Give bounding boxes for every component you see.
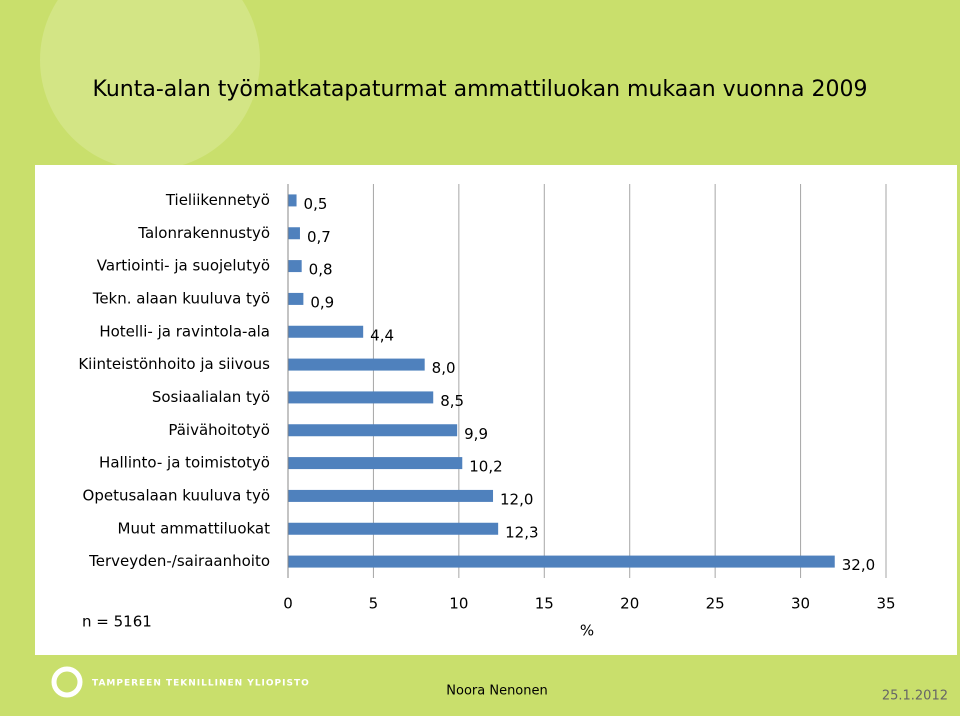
value-label: 12,0 — [500, 490, 533, 508]
y-tick-label: Sosiaalialan työ — [152, 388, 270, 406]
bar — [288, 555, 835, 568]
y-tick-label: Terveyden-/sairaanhoito — [88, 552, 270, 570]
value-label: 4,4 — [370, 326, 394, 344]
x-tick-label: 0 — [283, 595, 293, 613]
logo: TAMPEREEN TEKNILLINEN YLIOPISTO — [51, 666, 310, 698]
value-label: 0,5 — [304, 195, 328, 213]
bar — [288, 457, 463, 470]
bar — [288, 358, 425, 371]
x-tick-label: 10 — [449, 595, 468, 613]
y-tick-label: Hallinto- ja toimistotyö — [99, 454, 270, 472]
date: 25.1.2012 — [882, 689, 948, 704]
y-tick-label: Hotelli- ja ravintola-ala — [99, 322, 270, 340]
x-tick-label: 5 — [369, 595, 379, 613]
value-label: 0,9 — [310, 293, 334, 311]
value-label: 0,7 — [307, 228, 331, 246]
title: Kunta-alan työmatkatapaturmat ammattiluo… — [93, 77, 868, 102]
gear-decoration — [40, 0, 260, 170]
y-tick-label: Talonrakennustyö — [137, 224, 270, 242]
y-tick-label: Tekn. alaan kuuluva työ — [92, 289, 270, 307]
x-tick-label: 15 — [535, 595, 554, 613]
logo-mark — [51, 666, 83, 698]
value-label: 10,2 — [469, 458, 502, 476]
author: Noora Nenonen — [446, 684, 547, 699]
content-area — [35, 165, 957, 655]
x-axis-label: % — [580, 622, 594, 640]
x-tick-label: 35 — [876, 595, 895, 613]
y-tick-label: Kiinteistönhoito ja siivous — [78, 355, 270, 373]
bar — [288, 260, 302, 273]
x-tick-label: 30 — [791, 595, 810, 613]
value-label: 12,3 — [505, 523, 538, 541]
x-tick-label: 20 — [620, 595, 639, 613]
bar — [288, 391, 434, 404]
bar — [288, 227, 300, 240]
value-label: 8,5 — [440, 392, 464, 410]
value-label: 0,8 — [309, 261, 333, 279]
bar — [288, 424, 458, 437]
logo-text: TAMPEREEN TEKNILLINEN YLIOPISTO — [92, 679, 310, 689]
y-tick-label: Tieliikennetyö — [165, 191, 270, 209]
note: n = 5161 — [82, 613, 152, 631]
y-tick-label: Vartiointi- ja suojelutyö — [97, 257, 270, 275]
bar — [288, 325, 364, 338]
y-tick-label: Päivähoitotyö — [168, 421, 270, 439]
bar — [288, 522, 499, 535]
value-label: 9,9 — [464, 425, 488, 443]
y-tick-label: Muut ammattiluokat — [118, 519, 271, 537]
bar — [288, 292, 304, 305]
value-label: 8,0 — [432, 359, 456, 377]
bar — [288, 194, 297, 207]
x-tick-label: 25 — [706, 595, 725, 613]
value-label: 32,0 — [842, 556, 875, 574]
bar — [288, 489, 494, 502]
y-tick-label: Opetusalaan kuuluva työ — [83, 486, 270, 504]
